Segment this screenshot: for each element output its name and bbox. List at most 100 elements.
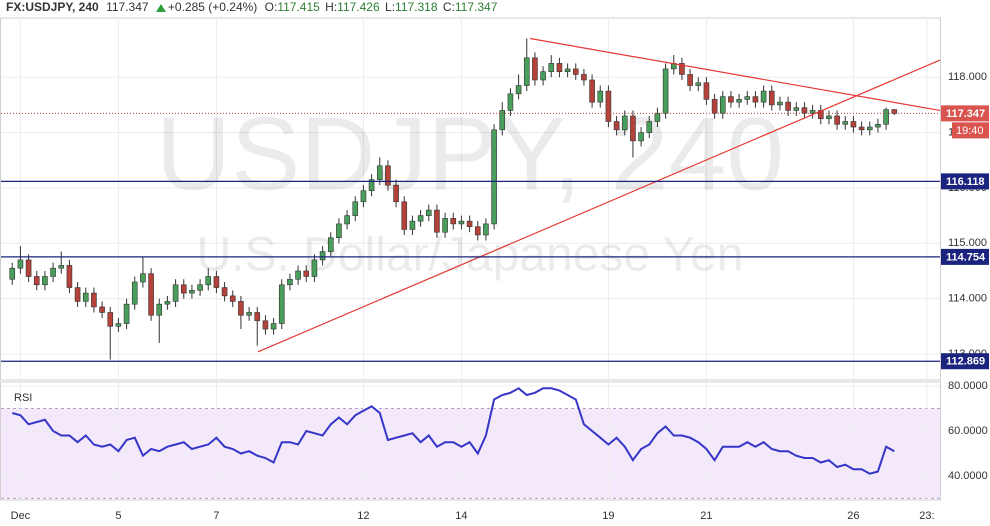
candle-body xyxy=(417,215,424,222)
countdown-label: 19:40 xyxy=(956,125,984,137)
candle-body xyxy=(327,237,334,252)
x-tick-label: 23: xyxy=(919,510,934,522)
rsi-line xyxy=(12,387,895,475)
candle-body xyxy=(883,109,889,125)
y-tick-label: 80.0000 xyxy=(948,380,988,392)
candle-body xyxy=(385,165,391,186)
candle-body xyxy=(319,251,326,261)
candle-body xyxy=(752,96,759,103)
candle-body xyxy=(564,68,571,72)
candle-body xyxy=(287,278,293,286)
ohlc-label: C: xyxy=(443,0,455,14)
rsi-pane xyxy=(0,381,941,501)
candle-body xyxy=(409,220,416,230)
candle-body xyxy=(303,270,310,277)
candle-body xyxy=(654,112,661,122)
legend-header: FX:USDJPY, 240 117.347 +0.285 (+0.24%) O… xyxy=(6,0,498,14)
candle-body xyxy=(523,57,530,86)
candle-body xyxy=(744,96,751,100)
y-tick-label: 115.000 xyxy=(948,237,987,249)
candle-body xyxy=(760,90,767,103)
candle-body xyxy=(736,99,742,103)
candle-body xyxy=(866,126,873,131)
candle-body xyxy=(589,79,595,103)
candle-body xyxy=(393,184,399,203)
candle-body xyxy=(605,90,612,122)
candle-body xyxy=(695,82,702,86)
candle-body xyxy=(809,110,816,114)
candle-body xyxy=(458,220,465,225)
candle-body xyxy=(630,115,636,142)
candle-body xyxy=(540,71,546,81)
x-tick-label: Dec xyxy=(11,510,31,522)
candle-body xyxy=(703,82,710,100)
y-tick-label: 60.0000 xyxy=(948,425,988,437)
ohlc-value: 117.318 xyxy=(395,0,438,14)
ohlc-value: 117.415 xyxy=(277,0,320,14)
y-tick-label: 114.000 xyxy=(948,293,987,305)
y-tick-label: 40.0000 xyxy=(948,470,988,482)
candle-body xyxy=(205,276,212,286)
candle-body xyxy=(793,107,800,111)
candle-body xyxy=(164,301,171,305)
candle-body xyxy=(172,284,179,302)
candle-body xyxy=(662,68,669,114)
candle-body xyxy=(278,284,285,324)
candle-body xyxy=(42,276,48,286)
candle-body xyxy=(213,276,220,288)
candle-body xyxy=(376,165,383,180)
candle-body xyxy=(442,218,448,233)
level-label: 116.118 xyxy=(946,176,985,188)
candle-body xyxy=(687,74,693,86)
x-tick-label: 5 xyxy=(115,510,121,522)
candle-body xyxy=(295,270,301,280)
price-change: +0.285 (+0.24%) xyxy=(168,0,257,14)
watermark-description: U.S. Dollar/Japanese Yen xyxy=(196,229,743,282)
price-pane xyxy=(0,17,941,381)
candle-body xyxy=(360,190,367,203)
x-tick-label: 26 xyxy=(847,510,859,522)
candle-body xyxy=(719,96,726,114)
symbol: FX:USDJPY, 240 xyxy=(6,0,99,14)
candle-body xyxy=(180,284,187,294)
candle-body xyxy=(858,126,865,131)
candle-body xyxy=(638,132,644,142)
candle-body xyxy=(483,223,489,236)
candle-body xyxy=(33,276,40,286)
candle-body xyxy=(107,312,114,327)
candle-body xyxy=(50,267,56,277)
candle-body xyxy=(850,121,857,128)
candle-body xyxy=(572,68,579,75)
candle-body xyxy=(548,63,555,72)
candle-body xyxy=(270,323,277,330)
candle-body xyxy=(74,287,81,302)
candle-body xyxy=(826,115,832,120)
ohlc-label: H: xyxy=(325,0,337,14)
ohlc-value: 117.426 xyxy=(337,0,380,14)
candle-body xyxy=(66,265,73,288)
candle-body xyxy=(891,109,898,114)
x-tick-label: 12 xyxy=(357,510,369,522)
candle-body xyxy=(58,265,65,269)
rsi-band xyxy=(1,408,940,499)
up-arrow xyxy=(156,4,166,12)
candle-body xyxy=(466,220,473,227)
candle-body xyxy=(123,303,130,324)
x-tick-label: 14 xyxy=(455,510,467,522)
candle-body xyxy=(425,209,432,216)
candle-body xyxy=(99,306,105,313)
level-tag xyxy=(941,353,989,370)
candle-body xyxy=(491,129,497,225)
last-price-tag xyxy=(941,105,989,122)
candle-body xyxy=(221,287,228,297)
trend-line xyxy=(529,37,941,112)
candle-body xyxy=(801,107,808,114)
ohlc-label: O: xyxy=(265,0,278,14)
candle-body xyxy=(434,209,440,233)
last-price-label: 117.347 xyxy=(946,108,985,120)
candle-body xyxy=(785,101,791,111)
candle-body xyxy=(156,303,163,316)
candle-body xyxy=(140,273,146,283)
candle-body xyxy=(17,259,24,269)
candle-body xyxy=(777,101,783,106)
